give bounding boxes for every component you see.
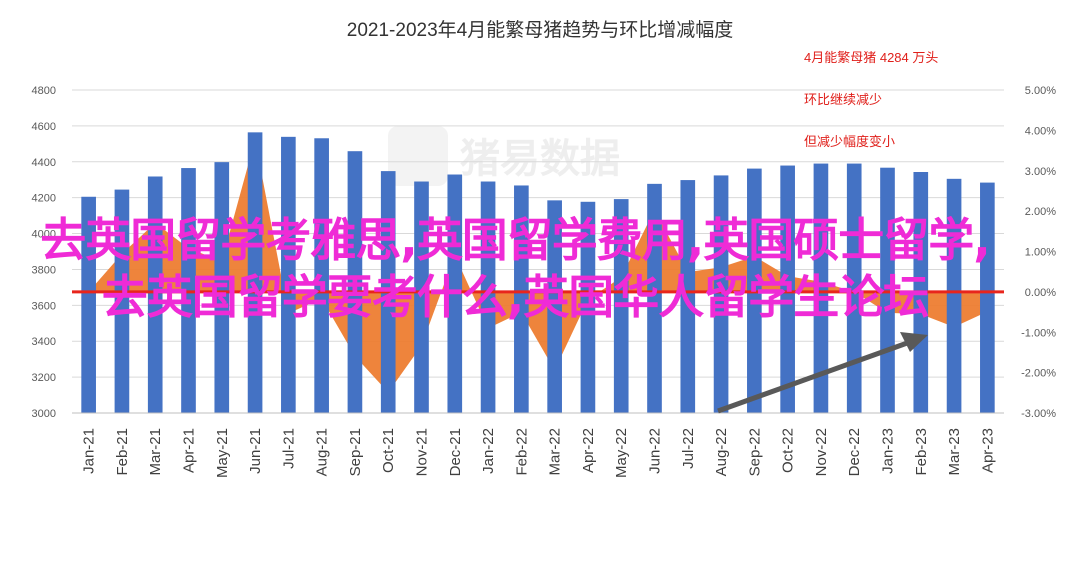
y-tick-label: 3200 <box>32 372 56 384</box>
x-tick-label: Nov-22 <box>813 428 830 476</box>
watermark-text: 猪易数据 <box>460 137 620 181</box>
x-axis-ticks: Jan-21 Feb-21 Mar-21 Apr-21 May-21 Jun-21 Jul-… <box>81 428 997 478</box>
y-tick-label: 3600 <box>32 300 56 312</box>
x-tick-label: Jul-22 <box>680 428 697 469</box>
bar <box>713 175 729 413</box>
x-tick-label: Mar-23 <box>946 428 963 476</box>
x-tick-label: Mar-22 <box>547 428 564 476</box>
bar <box>680 180 696 413</box>
x-tick-label: Aug-21 <box>314 428 331 476</box>
x-tick-label: Jul-21 <box>280 428 297 469</box>
y-tick-label: 4000 <box>32 229 56 241</box>
y-tick-label: 3400 <box>32 336 56 348</box>
y2-tick-label: 3.00% <box>1025 166 1056 178</box>
annotation-text: 4月能繁母猪 4284 万头 <box>804 50 938 65</box>
x-tick-label: Dec-21 <box>447 428 464 476</box>
bar <box>281 136 296 413</box>
y-tick-label: 3000 <box>32 408 56 420</box>
x-tick-label: Apr-23 <box>979 428 996 473</box>
bar <box>813 163 829 413</box>
bar-series <box>81 132 995 414</box>
x-tick-label: Oct-22 <box>780 428 797 473</box>
x-tick-label: Jan-23 <box>880 428 897 474</box>
watermark-logo <box>388 126 448 186</box>
annotation-text: 但减少幅度变小 <box>804 134 895 149</box>
y-tick-label: 4800 <box>32 85 56 97</box>
y2-tick-label: -2.00% <box>1021 368 1056 380</box>
y2-tick-label: 0.00% <box>1025 287 1056 299</box>
x-tick-label: May-21 <box>214 428 231 478</box>
x-tick-label: Jan-22 <box>480 428 497 474</box>
chart-title: 2021-2023年4月能繁母猪趋势与环比增减幅度 <box>347 19 733 41</box>
bar <box>580 201 596 413</box>
x-tick-label: Dec-22 <box>846 428 863 476</box>
y2-tick-label: 5.00% <box>1025 85 1056 97</box>
x-tick-label: Nov-21 <box>414 428 431 476</box>
trend-arrow <box>717 332 928 414</box>
right-axis-ticks: -3.00% -2.00% -1.00% 0.00% 1.00% 2.00% 3.00% 4.… <box>1021 85 1056 420</box>
bar <box>414 181 429 413</box>
bar <box>347 151 363 413</box>
x-tick-label: Mar-21 <box>147 428 164 476</box>
y2-tick-label: 2.00% <box>1025 206 1056 218</box>
bar <box>946 178 962 413</box>
y-tick-label: 4600 <box>32 121 56 133</box>
bar <box>447 174 463 413</box>
bar <box>81 196 96 413</box>
bar <box>780 165 795 413</box>
area-series <box>88 139 988 393</box>
x-tick-label: Sep-22 <box>746 428 763 476</box>
overlay-text: 去英国留学考雅思,英国留学费用,英国硕士留学,去英国留学要考什么,英国华人留学生… <box>40 213 990 324</box>
watermark: 猪易数据 <box>388 126 620 186</box>
bar <box>613 199 629 413</box>
bar <box>980 182 995 413</box>
y2-tick-label: -3.00% <box>1021 408 1056 420</box>
y2-tick-label: 4.00% <box>1025 125 1056 137</box>
annotation-text: 环比继续减少 <box>804 92 882 107</box>
bar <box>247 132 263 414</box>
x-tick-label: Apr-22 <box>580 428 597 473</box>
bar <box>314 138 329 413</box>
area-fill <box>88 139 988 393</box>
y2-tick-label: 1.00% <box>1025 247 1056 259</box>
bar <box>514 185 529 413</box>
zero-line-group <box>72 290 1004 414</box>
y-tick-label: 3800 <box>32 264 56 276</box>
bar <box>147 176 163 413</box>
bar <box>547 200 562 413</box>
x-tick-label: Jun-22 <box>647 428 664 474</box>
y-tick-label: 4200 <box>32 193 56 205</box>
x-tick-label: Jun-21 <box>247 428 264 474</box>
bar <box>214 162 230 413</box>
x-tick-label: Feb-21 <box>114 428 131 476</box>
left-axis-ticks: 3000 3200 3400 3600 3800 4000 4200 4400 4600 4800 <box>32 85 56 420</box>
x-tick-label: Jan-21 <box>81 428 98 474</box>
x-tick-label: Feb-23 <box>913 428 930 476</box>
bar <box>480 181 496 413</box>
y-tick-label: 4400 <box>32 157 56 169</box>
x-tick-label: Sep-21 <box>347 428 364 476</box>
bar <box>647 183 662 413</box>
x-tick-label: Aug-22 <box>713 428 730 476</box>
x-tick-label: May-22 <box>613 428 630 478</box>
arrow-shaft <box>717 339 911 414</box>
x-tick-label: Apr-21 <box>181 428 198 473</box>
y2-tick-label: -1.00% <box>1021 327 1056 339</box>
arrow-head <box>900 332 928 352</box>
x-tick-label: Feb-22 <box>513 428 530 476</box>
bar <box>114 189 130 413</box>
bar <box>846 163 862 413</box>
x-tick-label: Oct-21 <box>380 428 397 473</box>
